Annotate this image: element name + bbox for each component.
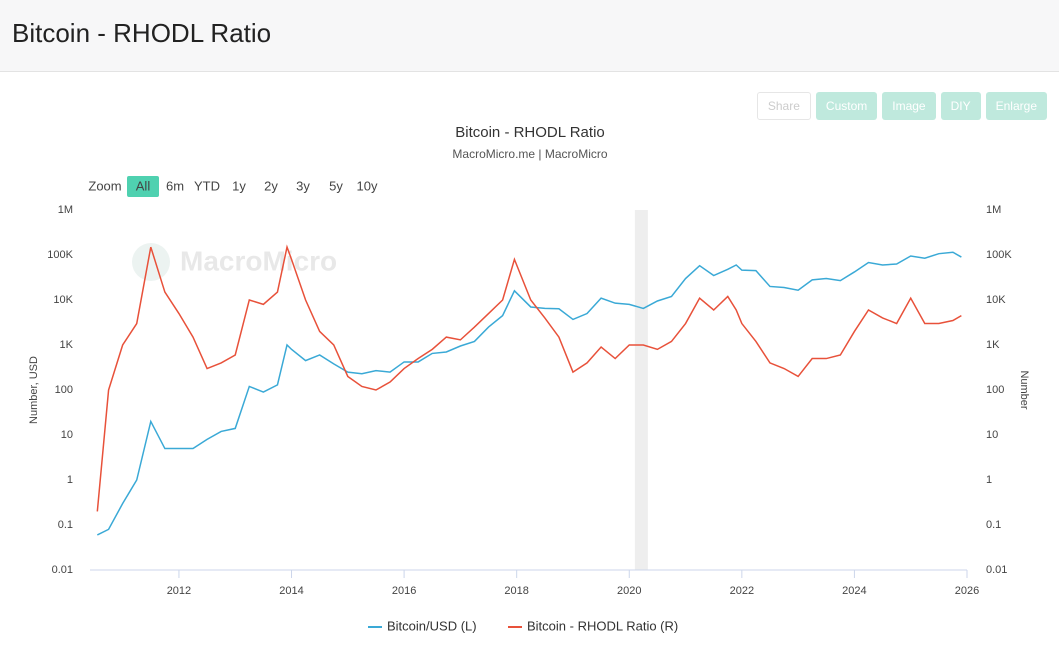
custom-button[interactable]: Custom — [815, 92, 878, 120]
zoom-button[interactable]: All — [136, 178, 151, 193]
watermark-logo — [132, 243, 170, 281]
x-tick-label: 2020 — [617, 585, 641, 597]
y2-tick-label: 100 — [986, 384, 1004, 396]
x-tick-label: 2016 — [392, 585, 416, 597]
y-tick-label: 0.1 — [58, 519, 73, 531]
x-tick-label: 2024 — [842, 585, 866, 597]
enlarge-button[interactable]: Enlarge — [985, 92, 1047, 120]
y2-tick-label: 0.01 — [986, 564, 1007, 576]
y2-tick-label: 1M — [986, 204, 1001, 216]
y2-tick-label: 1K — [986, 339, 1000, 351]
zoom-active-bg — [127, 176, 159, 197]
header: Bitcoin - RHODL Ratio — [0, 0, 1059, 72]
series-line — [96, 244, 962, 512]
y-tick-label: 100K — [47, 249, 73, 261]
diy-button[interactable]: DIY — [940, 92, 981, 120]
shaded-range — [634, 210, 648, 570]
share-button[interactable]: Share — [756, 92, 811, 120]
image-button[interactable]: Image — [882, 92, 936, 120]
legend-label[interactable]: Bitcoin - RHODL Ratio (R) — [527, 618, 678, 633]
x-tick-label: 2018 — [504, 585, 528, 597]
y-tick-label: 1 — [67, 474, 73, 486]
y-tick-label: 1M — [58, 204, 73, 216]
y-tick-label: 100 — [55, 384, 73, 396]
watermark: MacroMicro — [180, 245, 337, 276]
chart-title: Bitcoin - RHODL Ratio — [455, 124, 605, 141]
x-tick-label: 2026 — [955, 585, 979, 597]
y2-tick-label: 10 — [986, 429, 998, 441]
page-title: Bitcoin - RHODL Ratio — [12, 18, 272, 48]
x-tick-label: 2014 — [279, 585, 303, 597]
y2-axis-title: Number — [1018, 370, 1030, 409]
y2-tick-label: 0.1 — [986, 519, 1001, 531]
y2-tick-label: 10K — [986, 294, 1006, 306]
zoom-button[interactable]: 3y — [296, 178, 310, 193]
y-axis-title: Number, USD — [28, 356, 40, 424]
zoom-button[interactable]: 6m — [166, 178, 184, 193]
y-tick-label: 10 — [61, 429, 73, 441]
series-line — [96, 251, 962, 536]
zoom-button[interactable]: 5y — [329, 178, 343, 193]
y-tick-label: 10K — [53, 294, 73, 306]
y-tick-label: 0.01 — [52, 564, 73, 576]
chart-subtitle: MacroMicro.me | MacroMicro — [452, 147, 607, 161]
x-tick-label: 2012 — [167, 585, 191, 597]
y2-tick-label: 1 — [986, 474, 992, 486]
y2-tick-label: 100K — [986, 249, 1012, 261]
zoom-label: Zoom — [88, 178, 121, 193]
legend-label[interactable]: Bitcoin/USD (L) — [387, 618, 477, 633]
toolbar: Share Custom Image DIY Enlarge — [756, 92, 1047, 120]
x-tick-label: 2022 — [730, 585, 754, 597]
zoom-button[interactable]: YTD — [194, 178, 220, 193]
zoom-button[interactable]: 1y — [232, 178, 246, 193]
zoom-button[interactable]: 10y — [357, 178, 378, 193]
zoom-button[interactable]: 2y — [264, 178, 278, 193]
y-tick-label: 1K — [60, 339, 74, 351]
